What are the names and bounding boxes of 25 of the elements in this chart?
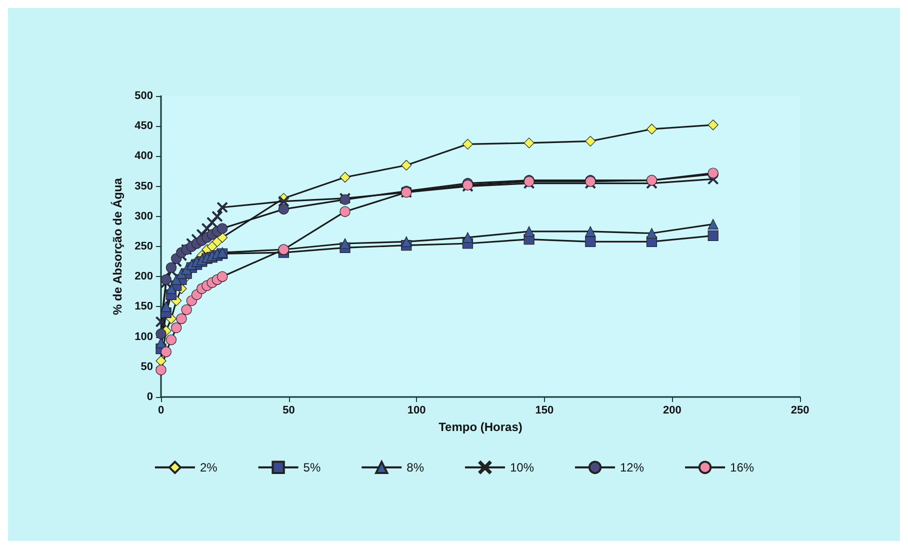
y-tick-label: 450	[134, 120, 153, 132]
y-tick-label: 300	[134, 210, 153, 222]
y-tick-label: 150	[134, 300, 153, 313]
x-tick-label: 50	[282, 404, 295, 416]
y-tick-label: 400	[134, 150, 153, 162]
y-tick-label: 250	[134, 240, 153, 252]
y-tick-label: 100	[134, 330, 153, 343]
x-tick-label: 100	[407, 404, 426, 416]
y-axis-title: % de Absorção de Água	[110, 178, 125, 315]
y-tick-label: 0	[146, 391, 153, 403]
legend-label: 5%	[303, 460, 321, 474]
x-axis-title: Tempo (Horas)	[438, 420, 522, 434]
x-tick-label: 150	[535, 404, 554, 416]
legend-label: 10%	[510, 460, 534, 474]
y-tick-label: 50	[140, 360, 153, 373]
legend-label: 16%	[730, 460, 754, 474]
legend-label: 2%	[200, 460, 218, 474]
legend-label: 12%	[620, 460, 644, 474]
y-tick-label: 350	[134, 180, 153, 192]
x-tick-label: 200	[663, 404, 682, 416]
legend-label: 8%	[406, 460, 424, 474]
x-tick-label: 0	[158, 404, 164, 416]
y-tick-label: 500	[134, 90, 153, 102]
x-tick-label: 250	[790, 404, 810, 416]
y-tick-label: 200	[134, 270, 153, 283]
